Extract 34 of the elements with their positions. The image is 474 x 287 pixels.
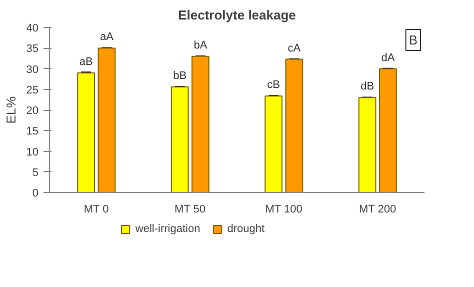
bar xyxy=(170,86,189,192)
y-tick-label: 5 xyxy=(32,166,39,179)
data-label: aB xyxy=(79,56,93,68)
bar xyxy=(285,58,304,192)
bar xyxy=(77,72,95,192)
data-label: bB xyxy=(173,70,187,82)
legend-label: drought xyxy=(227,223,265,235)
data-label: aA xyxy=(100,31,114,44)
bar xyxy=(379,68,397,192)
chart-title: Electrolyte leakage xyxy=(178,8,296,22)
y-axis-title: EL% xyxy=(3,96,18,124)
data-label: cA xyxy=(288,42,302,54)
data-label: dA xyxy=(381,52,396,64)
y-tick-label: 30 xyxy=(26,64,39,76)
y-tick-label: 15 xyxy=(26,126,39,138)
y-tick-label: 25 xyxy=(26,84,39,96)
data-label: dB xyxy=(360,80,374,93)
data-label: bA xyxy=(194,39,208,52)
y-tick-label: 0 xyxy=(32,188,39,200)
y-tick-label: 40 xyxy=(26,22,39,34)
x-tick-label: MT 100 xyxy=(265,204,302,216)
annotation: B xyxy=(408,32,418,48)
bar xyxy=(264,95,282,192)
bar xyxy=(358,97,376,192)
x-tick-label: MT 50 xyxy=(174,204,206,216)
x-tick-label: MT 200 xyxy=(358,204,396,216)
legend-label: well-irrigation xyxy=(135,223,200,235)
y-tick-label: 20 xyxy=(26,105,39,117)
x-tick-label: MT 0 xyxy=(84,204,109,216)
bar xyxy=(192,56,210,192)
y-tick-label: 35 xyxy=(26,43,39,56)
y-tick-label: 10 xyxy=(26,146,39,158)
bar xyxy=(98,48,116,192)
data-label: cB xyxy=(267,79,280,92)
